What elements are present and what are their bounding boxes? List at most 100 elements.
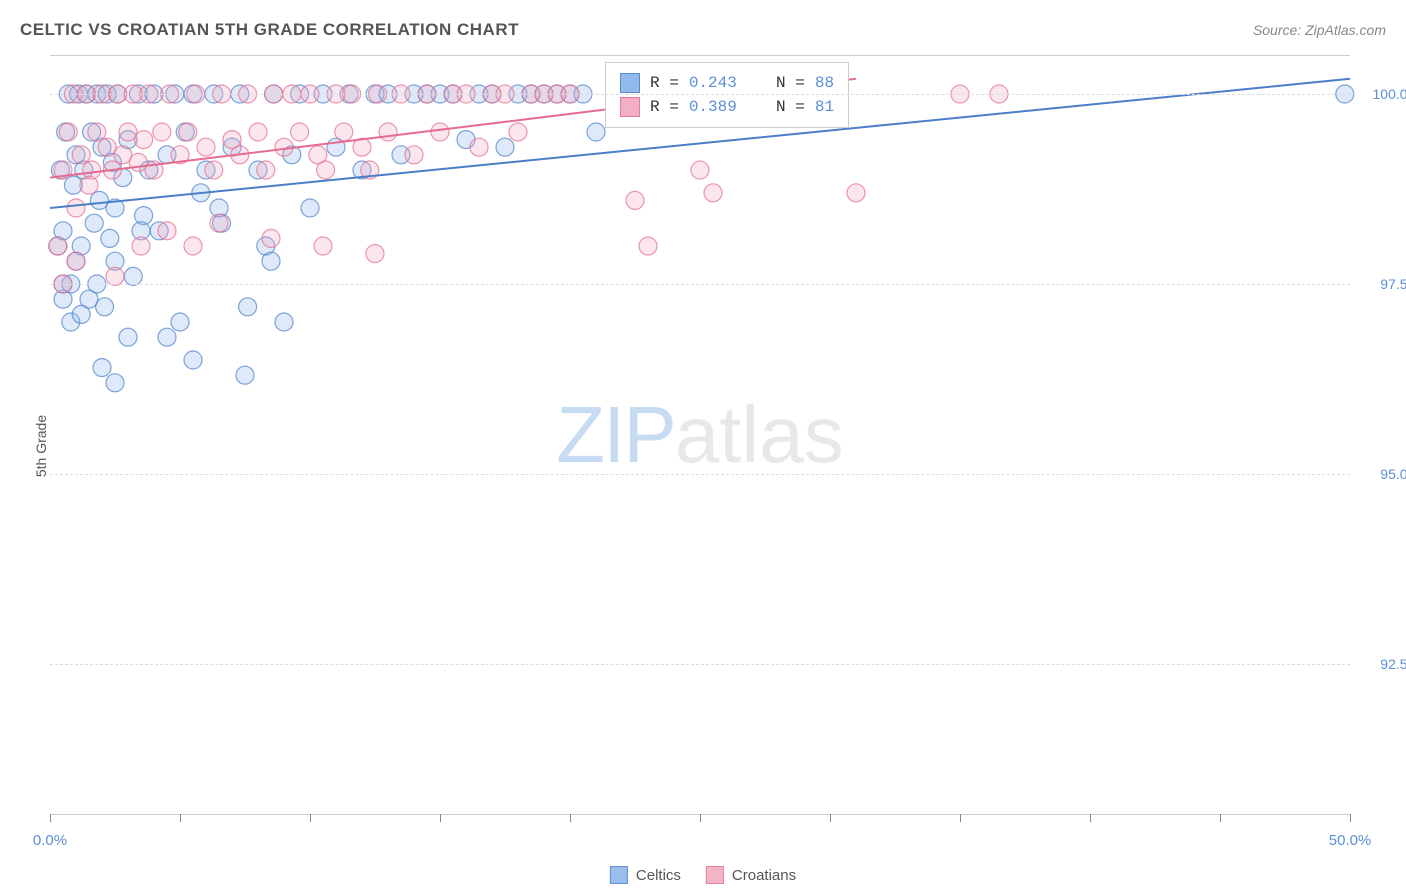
scatter-point — [171, 313, 189, 331]
scatter-point — [847, 184, 865, 202]
y-tick-label: 92.5% — [1360, 656, 1406, 672]
y-gridline — [50, 284, 1350, 285]
x-tick-label: 0.0% — [33, 832, 67, 849]
y-axis-label: 5th Grade — [33, 415, 49, 477]
scatter-point — [239, 298, 257, 316]
scatter-point — [249, 123, 267, 141]
scatter-point — [236, 366, 254, 384]
scatter-point — [257, 161, 275, 179]
stats-r-value: 0.389 — [689, 98, 737, 116]
scatter-point — [197, 138, 215, 156]
scatter-point — [158, 222, 176, 240]
scatter-point — [67, 252, 85, 270]
stats-n-label: N = — [776, 74, 805, 92]
scatter-point — [262, 252, 280, 270]
x-tick — [700, 814, 701, 822]
y-tick-label: 97.5% — [1360, 276, 1406, 292]
legend-item: Croatians — [706, 866, 796, 884]
scatter-point — [93, 359, 111, 377]
scatter-point — [59, 123, 77, 141]
chart-container: CELTIC VS CROATIAN 5TH GRADE CORRELATION… — [0, 0, 1406, 892]
scatter-point — [496, 138, 514, 156]
x-tick — [570, 814, 571, 822]
scatter-point — [587, 123, 605, 141]
scatter-point — [106, 267, 124, 285]
scatter-point — [205, 161, 223, 179]
y-gridline — [50, 664, 1350, 665]
x-tick — [310, 814, 311, 822]
x-tick — [1090, 814, 1091, 822]
scatter-point — [153, 123, 171, 141]
stats-box: R = 0.243 N = 88 R = 0.389 N = 81 — [605, 62, 849, 128]
scatter-point — [132, 237, 150, 255]
scatter-point — [335, 123, 353, 141]
scatter-point — [314, 237, 332, 255]
stats-swatch — [620, 97, 640, 117]
stats-row: R = 0.389 N = 81 — [620, 95, 834, 119]
y-gridline — [50, 474, 1350, 475]
legend-label: Croatians — [732, 867, 796, 884]
scatter-point — [509, 123, 527, 141]
x-tick — [440, 814, 441, 822]
plot-area: ZIPatlas R =0.243 N = 88R =0.389 N = 81 … — [50, 55, 1350, 815]
scatter-point — [301, 199, 319, 217]
x-tick — [50, 814, 51, 822]
y-tick-label: 95.0% — [1360, 466, 1406, 482]
legend-swatch — [610, 866, 628, 884]
scatter-point — [405, 146, 423, 164]
scatter-point — [106, 374, 124, 392]
chart-header: CELTIC VS CROATIAN 5TH GRADE CORRELATION… — [20, 20, 1386, 40]
x-tick — [1350, 814, 1351, 822]
scatter-point — [691, 161, 709, 179]
scatter-point — [379, 123, 397, 141]
scatter-point — [431, 123, 449, 141]
scatter-point — [72, 305, 90, 323]
stats-n-label: N = — [776, 98, 805, 116]
legend-swatch — [706, 866, 724, 884]
legend-label: Celtics — [636, 867, 681, 884]
plot-svg — [50, 56, 1350, 814]
scatter-point — [179, 123, 197, 141]
scatter-point — [626, 191, 644, 209]
scatter-point — [704, 184, 722, 202]
scatter-point — [366, 245, 384, 263]
stats-swatch — [620, 73, 640, 93]
legend: Celtics Croatians — [610, 866, 796, 884]
x-tick — [180, 814, 181, 822]
scatter-point — [291, 123, 309, 141]
scatter-point — [135, 131, 153, 149]
scatter-point — [639, 237, 657, 255]
stats-n-value: 81 — [815, 98, 834, 116]
scatter-point — [262, 229, 280, 247]
scatter-point — [184, 237, 202, 255]
scatter-point — [85, 214, 103, 232]
stats-n-value: 88 — [815, 74, 834, 92]
scatter-point — [275, 313, 293, 331]
legend-item: Celtics — [610, 866, 681, 884]
scatter-point — [470, 138, 488, 156]
scatter-point — [119, 328, 137, 346]
scatter-point — [67, 199, 85, 217]
y-gridline — [50, 94, 1350, 95]
x-tick — [830, 814, 831, 822]
stats-r-label: R = — [650, 98, 679, 116]
x-tick-label: 50.0% — [1329, 832, 1372, 849]
scatter-point — [124, 267, 142, 285]
chart-title: CELTIC VS CROATIAN 5TH GRADE CORRELATION… — [20, 20, 519, 40]
scatter-point — [80, 176, 98, 194]
stats-r-label: R = — [650, 74, 679, 92]
y-tick-label: 100.0% — [1360, 86, 1406, 102]
x-tick — [960, 814, 961, 822]
scatter-point — [184, 351, 202, 369]
scatter-point — [96, 298, 114, 316]
stats-row: R = 0.243 N = 88 — [620, 71, 834, 95]
scatter-point — [88, 123, 106, 141]
scatter-point — [101, 229, 119, 247]
scatter-point — [158, 328, 176, 346]
stats-r-value: 0.243 — [689, 74, 737, 92]
scatter-point — [317, 161, 335, 179]
x-tick — [1220, 814, 1221, 822]
scatter-point — [49, 237, 67, 255]
chart-source: Source: ZipAtlas.com — [1253, 22, 1386, 38]
scatter-point — [72, 146, 90, 164]
